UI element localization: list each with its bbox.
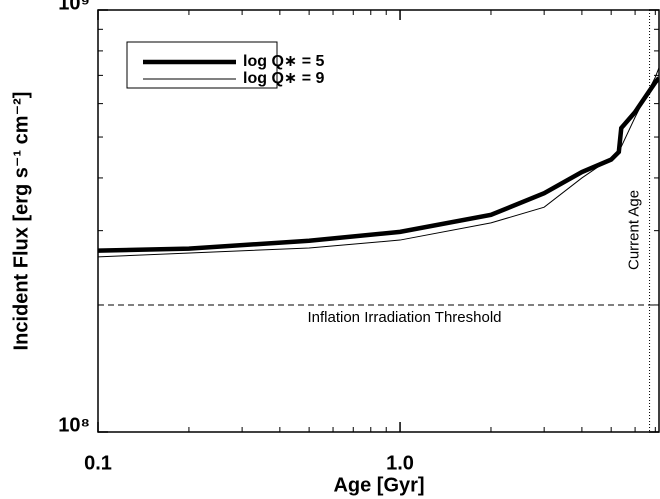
x-axis-label: Age [Gyr]: [333, 474, 424, 496]
series-line: [98, 76, 659, 253]
x-tick-label: 0.1: [84, 452, 112, 474]
series-line: [98, 67, 659, 258]
legend-box: [126, 41, 278, 89]
threshold-label: Inflation Irradiation Threshold: [307, 309, 501, 326]
current-age-label: Current Age: [626, 190, 643, 270]
plot-frame: [97, 9, 660, 433]
y-tick-label: 10⁹: [58, 0, 90, 14]
y-tick-label: 10⁸: [58, 414, 90, 436]
legend-label: log Q∗ = 5: [243, 53, 325, 70]
y-axis-label: Incident Flux [erg s⁻¹ cm⁻²]: [10, 92, 32, 351]
x-tick-label: 1.0: [386, 452, 414, 474]
legend-label: log Q∗ = 9: [243, 70, 325, 87]
